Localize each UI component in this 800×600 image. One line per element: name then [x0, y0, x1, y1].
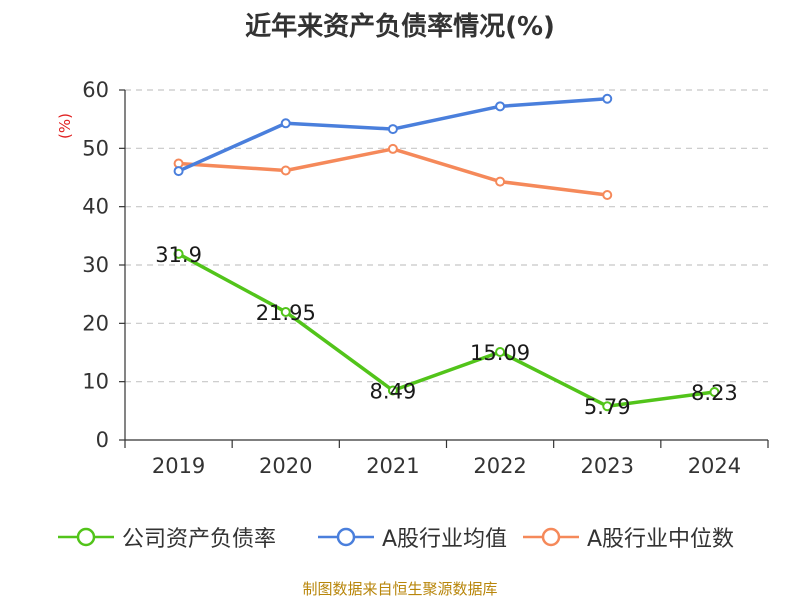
data-label: 15.09 — [470, 341, 530, 365]
legend-marker-industry-median — [523, 527, 579, 547]
chart-title: 近年来资产负债率情况(%) — [245, 12, 555, 42]
y-tick-label: 40 — [82, 195, 109, 219]
source-note: 制图数据来自恒生聚源数据库 — [302, 580, 498, 598]
data-label: 8.49 — [370, 379, 417, 403]
series-line — [177, 97, 608, 173]
y-tick-label: 60 — [82, 78, 109, 102]
data-point — [280, 118, 291, 129]
data-point — [495, 346, 506, 357]
series-line — [178, 147, 608, 197]
y-axis-label: (%) — [56, 113, 74, 139]
y-tick-label: 20 — [82, 311, 109, 335]
legend-label-industry-mean: A股行业均值 — [382, 527, 508, 552]
legend-marker-industry-mean — [318, 527, 374, 547]
data-point — [495, 101, 506, 112]
data-point — [173, 248, 184, 259]
y-tick-label: 10 — [82, 370, 109, 394]
series-line — [177, 252, 715, 408]
data-point — [387, 124, 398, 135]
x-tick-label: 2020 — [259, 454, 312, 478]
x-tick-label: 2024 — [688, 454, 741, 478]
data-point — [709, 386, 720, 397]
x-tick-label: 2021 — [366, 454, 419, 478]
y-tick-label: 30 — [82, 253, 109, 277]
legend-label-industry-median: A股行业中位数 — [587, 527, 735, 552]
data-label: 5.79 — [584, 395, 631, 419]
data-point — [602, 190, 613, 200]
y-tick-label: 0 — [96, 428, 109, 452]
data-label: 31.9 — [155, 243, 202, 267]
legend-marker-company — [58, 527, 114, 547]
data-point — [495, 176, 506, 187]
data-point — [387, 385, 398, 396]
legend-item-company[interactable]: 公司资产负债率 — [58, 522, 276, 552]
data-point — [387, 143, 398, 154]
data-point — [602, 93, 613, 104]
legend-item-industry-median[interactable]: A股行业中位数 — [523, 522, 734, 552]
legend-item-industry-mean[interactable]: A股行业均值 — [318, 522, 507, 552]
x-tick-label: 2023 — [581, 454, 634, 478]
y-tick-label: 50 — [82, 136, 109, 160]
x-tick-label: 2022 — [473, 454, 526, 478]
legend: 公司资产负债率 A股行业均值 A股行业中位数 — [0, 522, 800, 552]
legend-label-company: 公司资产负债率 — [122, 527, 277, 552]
x-tick-label: 2019 — [152, 454, 205, 478]
data-point — [280, 306, 291, 317]
data-label: 21.95 — [256, 301, 316, 325]
data-point — [173, 166, 184, 177]
data-point — [280, 165, 291, 176]
data-point — [602, 401, 613, 412]
data-label: 8.23 — [691, 381, 738, 405]
